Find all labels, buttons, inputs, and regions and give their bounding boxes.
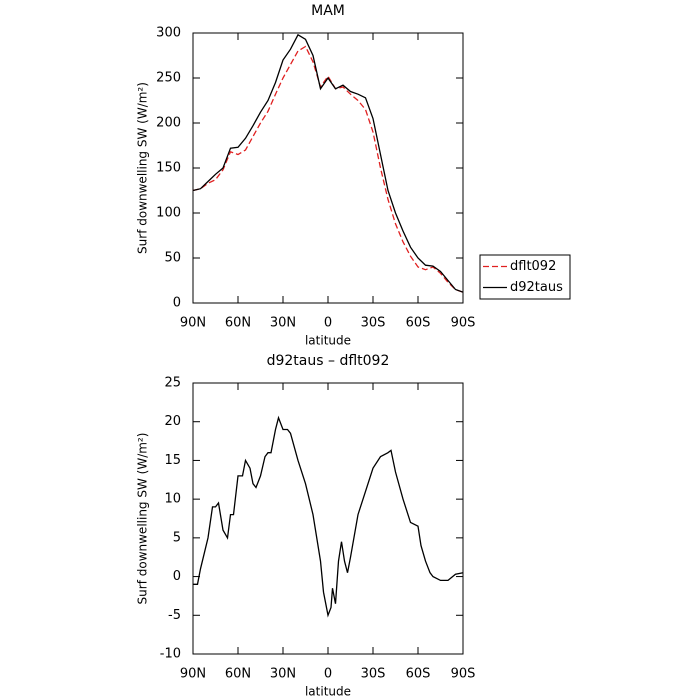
y-tick-label: 5 — [173, 530, 181, 545]
legend-label: d92taus — [510, 280, 563, 295]
x-tick-label: 0 — [324, 667, 332, 682]
x-axis-label: latitude — [305, 685, 351, 699]
y-tick-label: 10 — [164, 492, 181, 507]
x-tick-label: 30S — [361, 667, 386, 682]
y-tick-label: -5 — [168, 608, 181, 623]
plot-frame — [192, 382, 464, 655]
y-tick-label: 25 — [164, 376, 181, 391]
data-line — [192, 33, 464, 293]
y-tick-label: 250 — [156, 71, 181, 86]
x-tick-label: 60S — [406, 667, 431, 682]
y-axis-label: Surf downwelling SW (W/m²) — [136, 82, 150, 254]
x-tick-label: 90N — [180, 667, 206, 682]
y-tick-label: 50 — [164, 251, 181, 266]
chart-title: d92taus – dflt092 — [267, 353, 390, 369]
x-tick-label: 90N — [180, 316, 206, 331]
y-tick-label: -10 — [160, 647, 181, 662]
x-tick-label: 90S — [451, 316, 476, 331]
y-tick-label: 300 — [156, 26, 181, 41]
y-tick-label: 0 — [173, 569, 181, 584]
y-axis-label: Surf downwelling SW (W/m²) — [136, 433, 150, 605]
x-tick-label: 60N — [225, 316, 251, 331]
data-line — [192, 45, 464, 293]
x-tick-label: 0 — [324, 316, 332, 331]
x-tick-label: 60S — [406, 316, 431, 331]
y-tick-label: 0 — [173, 296, 181, 311]
legend-box — [479, 254, 571, 300]
y-tick-label: 15 — [164, 453, 181, 468]
y-tick-label: 20 — [164, 414, 181, 429]
legend-label: dflt092 — [510, 259, 556, 274]
x-tick-label: 30S — [361, 316, 386, 331]
data-line — [193, 415, 464, 618]
y-tick-label: 100 — [156, 206, 181, 221]
x-tick-label: 30N — [270, 667, 296, 682]
y-tick-label: 200 — [156, 116, 181, 131]
plot-frame — [192, 32, 464, 304]
chart-title: MAM — [311, 3, 345, 19]
x-tick-label: 60N — [225, 667, 251, 682]
x-tick-label: 90S — [451, 667, 476, 682]
x-axis-label: latitude — [305, 334, 351, 348]
x-tick-label: 30N — [270, 316, 296, 331]
y-tick-label: 150 — [156, 161, 181, 176]
